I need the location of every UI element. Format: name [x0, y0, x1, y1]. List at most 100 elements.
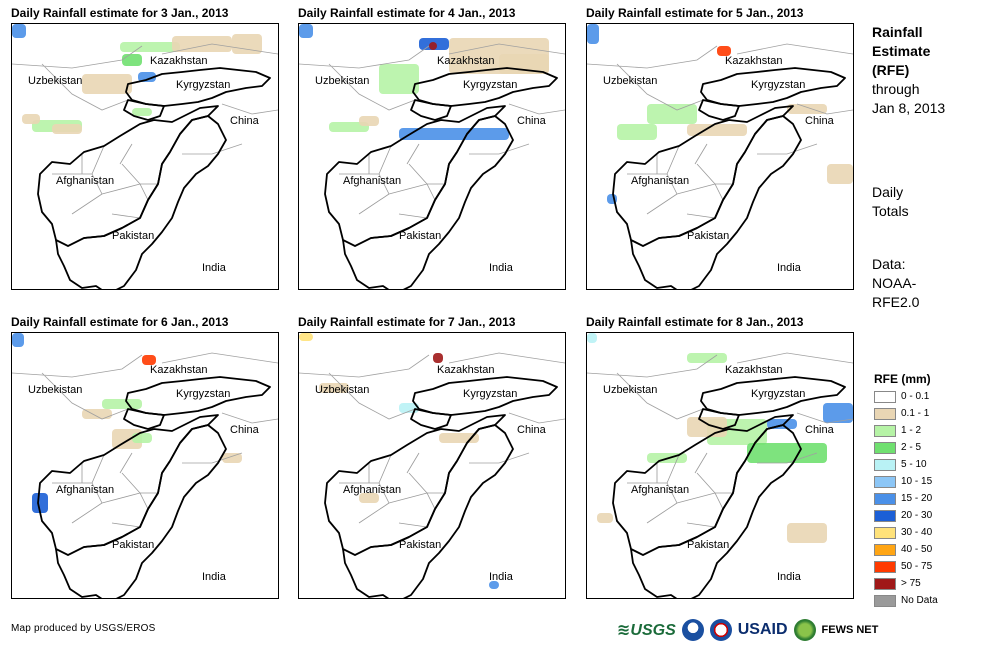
country-label-pakistan: Pakistan	[112, 230, 154, 242]
country-borders	[587, 352, 853, 464]
rain-patch	[299, 24, 313, 38]
country-label-kyrgyzstan: Kyrgyzstan	[751, 388, 805, 400]
credit-text: Map produced by USGS/EROS	[11, 623, 156, 634]
province-line	[696, 472, 724, 510]
legend-swatch	[874, 509, 896, 522]
legend-item: 5 - 10	[874, 456, 938, 473]
legend-label: 0.1 - 1	[901, 408, 930, 419]
legend-label: 20 - 30	[901, 510, 933, 521]
daily-totals: Daily Totals	[872, 183, 909, 221]
rain-patch	[687, 124, 747, 136]
legend-swatch	[874, 560, 896, 573]
province-line	[71, 502, 103, 524]
fews-globe-icon	[793, 619, 816, 641]
country-label-china: China	[805, 424, 835, 436]
country-label-china: China	[230, 115, 260, 127]
rainfall-map: Kazakhstan Uzbekistan Kyrgyzstan China Afgha…	[299, 24, 565, 289]
rain-patch	[22, 114, 40, 124]
province-line	[696, 163, 724, 201]
province-line	[358, 193, 390, 215]
legend-swatch	[874, 424, 896, 437]
legend-label: 0 - 0.1	[901, 391, 930, 402]
data-source-2: RFE2.0	[872, 294, 920, 310]
province-line	[111, 522, 141, 528]
legend-label: 5 - 10	[901, 459, 927, 470]
rain-patch	[142, 355, 156, 365]
panel-title: Daily Rainfall estimate for 8 Jan., 2013	[586, 315, 804, 329]
pakistan-outline	[342, 115, 514, 289]
rain-patch	[82, 74, 132, 94]
rain-patch	[12, 333, 24, 347]
rain-patch	[489, 581, 499, 589]
country-label-pakistan: Pakistan	[399, 539, 441, 551]
legend-swatch	[874, 441, 896, 454]
province-line	[686, 522, 716, 528]
country-label-afghanistan: Afghanistan	[343, 175, 401, 187]
rainfall-map: Kazakhstan Uzbekistan Kyrgyzstan China Afgha…	[12, 333, 278, 598]
legend-item: 30 - 40	[874, 524, 938, 541]
legend-item: No Data	[874, 592, 938, 609]
rain-patch	[617, 124, 657, 140]
data-source: Data: NOAA- RFE2.0	[872, 255, 919, 312]
legend-label: 50 - 75	[901, 561, 933, 572]
country-label-china: China	[517, 115, 547, 127]
rain-patch	[587, 24, 599, 44]
pakistan-outline	[630, 115, 802, 289]
country-label-pakistan: Pakistan	[687, 230, 729, 242]
legend-swatch	[874, 543, 896, 556]
country-label-afghanistan: Afghanistan	[56, 484, 114, 496]
province-line	[666, 454, 680, 484]
legend-item: 10 - 15	[874, 473, 938, 490]
usgs-logo-text: USGS	[630, 622, 676, 639]
country-borders	[299, 43, 565, 155]
map-frame: Kazakhstan Uzbekistan Kyrgyzstan China Afgha…	[298, 332, 566, 599]
pakistan-outline	[55, 115, 227, 289]
rain-patch	[587, 333, 597, 343]
panel-title: Daily Rainfall estimate for 4 Jan., 2013	[298, 6, 516, 20]
legend-item: > 75	[874, 575, 938, 592]
rain-patch	[138, 72, 156, 82]
rain-patch	[647, 104, 697, 124]
legend-swatch	[874, 594, 896, 607]
country-label-kazakhstan: Kazakhstan	[150, 55, 207, 67]
province-line	[121, 163, 149, 201]
rain-patch	[747, 443, 827, 463]
country-label-kyrgyzstan: Kyrgyzstan	[176, 388, 230, 400]
province-line	[111, 213, 141, 219]
map-frame: Kazakhstan Uzbekistan Kyrgyzstan China Afgha…	[11, 332, 279, 599]
pakistan-outline	[342, 424, 514, 598]
province-line	[408, 163, 436, 201]
rain-patch	[232, 34, 262, 54]
country-label-uzbekistan: Uzbekistan	[315, 384, 369, 396]
rain-patch	[359, 493, 379, 503]
rain-patch	[399, 128, 509, 140]
country-label-pakistan: Pakistan	[687, 539, 729, 551]
province-line	[121, 472, 149, 510]
country-label-india: India	[202, 262, 227, 274]
nws-logo-icon	[709, 619, 732, 641]
legend-item: 0 - 0.1	[874, 388, 938, 405]
legend-swatch	[874, 390, 896, 403]
pakistan-outline	[630, 424, 802, 598]
country-label-india: India	[489, 571, 514, 583]
legend-label: No Data	[901, 595, 938, 606]
data-source-1: NOAA-	[872, 275, 917, 291]
country-label-uzbekistan: Uzbekistan	[315, 75, 369, 87]
rain-patch	[172, 36, 232, 52]
province-line	[406, 143, 420, 165]
legend-item: 40 - 50	[874, 541, 938, 558]
rain-patch	[429, 42, 437, 50]
legend-swatch	[874, 458, 896, 471]
legend-swatch	[874, 526, 896, 539]
country-borders	[12, 43, 278, 155]
fews-net-logo: FEWS NET	[821, 624, 879, 636]
country-label-pakistan: Pakistan	[112, 539, 154, 551]
panel-title: Daily Rainfall estimate for 5 Jan., 2013	[586, 6, 804, 20]
rain-patch	[823, 403, 853, 423]
country-label-china: China	[805, 115, 835, 127]
country-label-kazakhstan: Kazakhstan	[437, 55, 494, 67]
rain-patch	[827, 164, 853, 184]
rain-patch	[597, 513, 613, 523]
legend-title: RFE (mm)	[874, 372, 931, 386]
country-label-pakistan: Pakistan	[399, 230, 441, 242]
